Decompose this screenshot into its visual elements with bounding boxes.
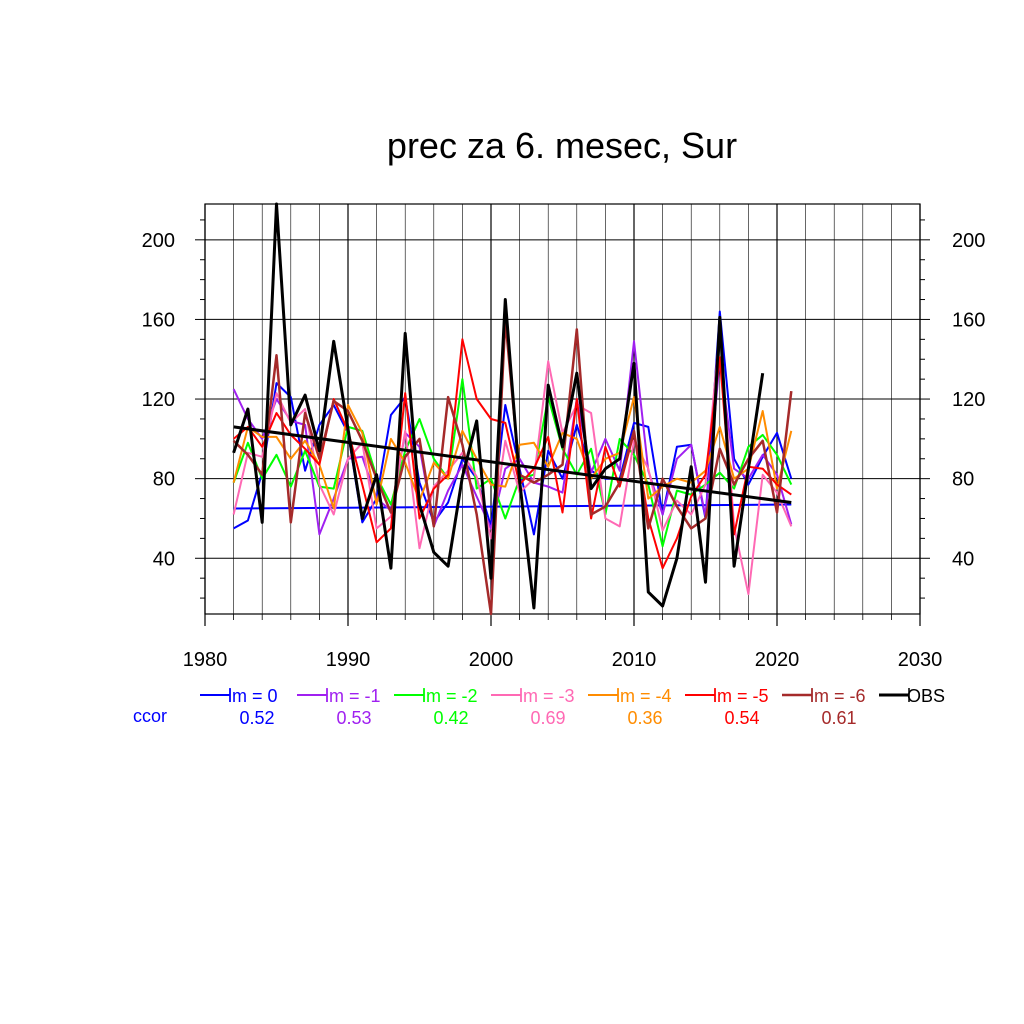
ccor-value: 0.36 <box>627 708 662 728</box>
ccor-value: 0.53 <box>336 708 371 728</box>
trend-line-7 <box>233 425 792 505</box>
y-tick-label-right: 200 <box>952 230 985 252</box>
chart-title: prec za 6. mesec, Sur <box>387 125 737 166</box>
legend-label: lm = -5 <box>713 686 769 706</box>
y-tick-label-left: 40 <box>153 548 175 570</box>
ccor-value: 0.54 <box>724 708 759 728</box>
grid <box>204 204 921 614</box>
legend-label: lm = -1 <box>325 686 381 706</box>
x-tick-label: 2030 <box>898 649 943 671</box>
y-tick-label-left: 160 <box>142 309 175 331</box>
series-line-7 <box>232 202 765 610</box>
ccor-value: 0.61 <box>821 708 856 728</box>
trend-line-0 <box>233 503 792 510</box>
legend-label: OBS <box>907 686 945 706</box>
ccor-value: 0.69 <box>530 708 565 728</box>
legend-label: lm = -3 <box>519 686 575 706</box>
x-tick-label: 1990 <box>326 649 371 671</box>
plot-frame <box>204 203 921 615</box>
y-tick-label-right: 40 <box>952 548 974 570</box>
y-tick-label-right: 120 <box>952 389 985 411</box>
ccor-value: 0.42 <box>433 708 468 728</box>
legend-label: lm = 0 <box>228 686 278 706</box>
legend-label: lm = -4 <box>616 686 672 706</box>
x-tick-label: 2000 <box>469 649 514 671</box>
y-tick-label-left: 200 <box>142 230 175 252</box>
legend-label: lm = -2 <box>422 686 478 706</box>
legend-label: lm = -6 <box>810 686 866 706</box>
series-layer <box>232 202 793 616</box>
ccor-label: ccor <box>133 706 167 726</box>
y-tick-label-left: 120 <box>142 389 175 411</box>
ccor-value: 0.52 <box>239 708 274 728</box>
y-tick-label-right: 160 <box>952 309 985 331</box>
axes: 1980 1990 2000 2010 2020 2030 40 40 80 80 120 120 16… <box>142 203 985 671</box>
y-tick-label-left: 80 <box>153 469 175 491</box>
y-tick-label-right: 80 <box>952 469 974 491</box>
x-tick-label: 2010 <box>612 649 657 671</box>
x-tick-label: 1980 <box>183 649 228 671</box>
x-tick-label: 2020 <box>755 649 800 671</box>
